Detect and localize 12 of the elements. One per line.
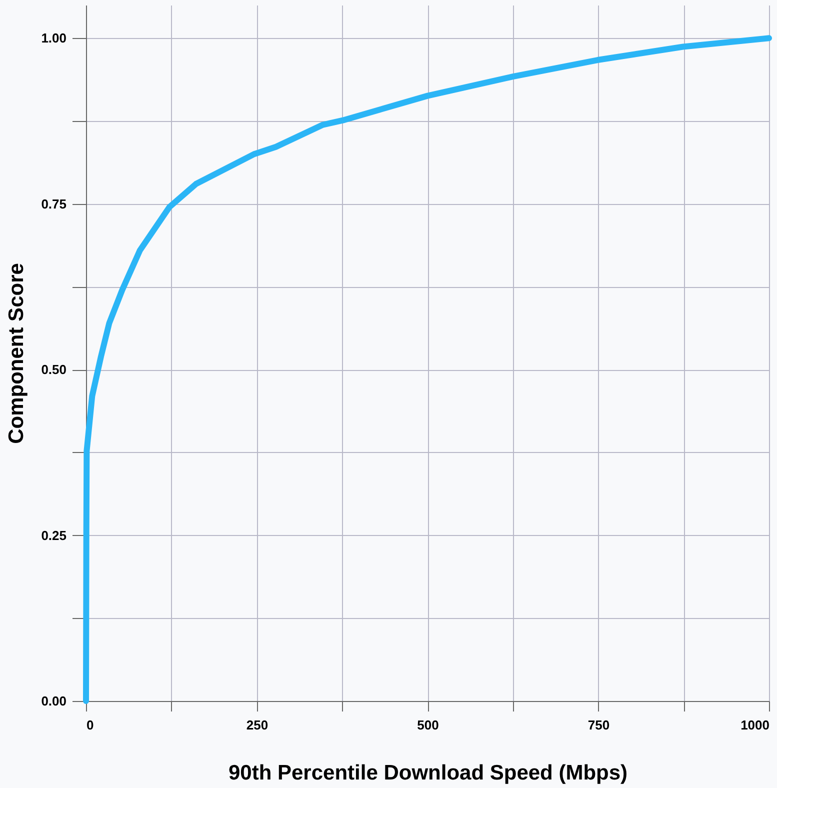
- x-tick-label: 0: [86, 718, 94, 732]
- y-tick-label: 0.75: [41, 196, 66, 212]
- y-tick-label: 0.25: [41, 528, 66, 543]
- x-axis-title: 90th Percentile Download Speed (Mbps): [228, 762, 628, 784]
- y-tick-label: 0.00: [41, 694, 66, 708]
- x-tick-label: 1000: [740, 718, 770, 732]
- y-axis-title: Component Score: [5, 263, 28, 444]
- y-tick-label: 1.00: [41, 30, 66, 46]
- x-tick-label: 500: [417, 718, 439, 732]
- x-tick-label: 750: [588, 718, 610, 732]
- y-tick-label: 0.50: [41, 362, 66, 378]
- x-tick-label: 250: [246, 718, 268, 732]
